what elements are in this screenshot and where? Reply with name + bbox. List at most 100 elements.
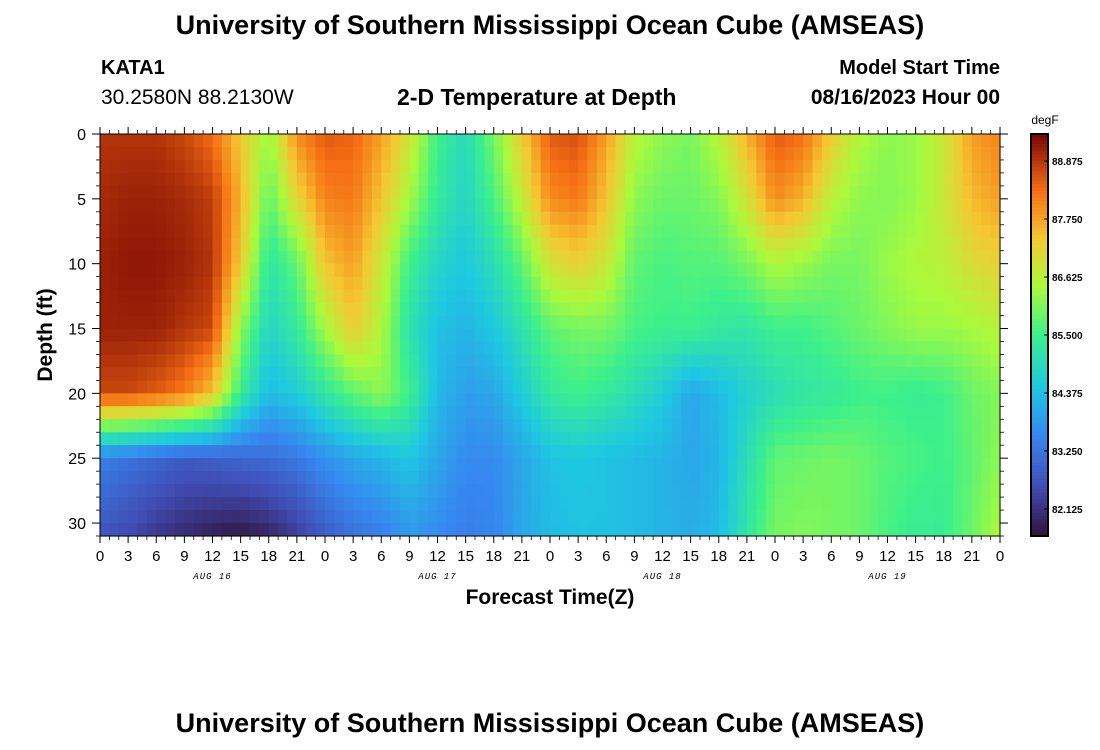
heatmap-cell bbox=[221, 432, 232, 446]
heatmap-cell bbox=[953, 419, 964, 433]
heatmap-cell bbox=[840, 328, 851, 343]
heatmap-cell bbox=[793, 198, 804, 213]
heatmap-cell bbox=[643, 250, 654, 265]
heatmap-cell bbox=[746, 198, 757, 213]
colorbar-tick-label: 87.750 bbox=[1052, 215, 1083, 226]
heatmap-cell bbox=[400, 211, 410, 226]
heatmap-cell bbox=[278, 159, 289, 174]
heatmap-cell bbox=[390, 497, 401, 511]
heatmap-cell bbox=[521, 302, 532, 317]
heatmap-cell bbox=[418, 523, 429, 537]
heatmap-cell bbox=[906, 380, 917, 394]
heatmap-cell bbox=[484, 445, 495, 459]
heatmap-cell bbox=[728, 432, 739, 446]
heatmap-cell bbox=[746, 224, 757, 239]
heatmap-cell bbox=[746, 419, 757, 433]
heatmap-cell bbox=[231, 276, 242, 291]
heatmap-cell bbox=[521, 237, 532, 252]
heatmap-cell bbox=[306, 393, 317, 407]
heatmap-cell bbox=[437, 250, 448, 265]
heatmap-cell bbox=[184, 172, 195, 187]
heatmap-cell bbox=[128, 315, 139, 330]
heatmap-cell bbox=[906, 510, 917, 524]
heatmap-cell bbox=[868, 172, 879, 187]
heatmap-cell bbox=[212, 354, 223, 369]
heatmap-cell bbox=[306, 276, 317, 291]
heatmap-cell bbox=[128, 497, 139, 511]
heatmap-cell bbox=[128, 289, 139, 304]
heatmap-cell bbox=[428, 445, 439, 459]
heatmap-cell bbox=[250, 354, 260, 369]
heatmap-cell bbox=[465, 146, 476, 161]
heatmap-cell bbox=[887, 419, 898, 433]
heatmap-cell bbox=[953, 445, 964, 459]
heatmap-cell bbox=[381, 445, 392, 459]
heatmap-cell bbox=[765, 276, 776, 291]
heatmap-cell bbox=[971, 315, 982, 330]
heatmap-cell bbox=[700, 172, 710, 187]
heatmap-cell bbox=[765, 445, 776, 459]
heatmap-cell bbox=[250, 380, 260, 394]
heatmap-cell bbox=[259, 341, 270, 356]
heatmap-cell bbox=[803, 432, 814, 446]
heatmap-cell bbox=[971, 419, 982, 433]
heatmap-cell bbox=[662, 354, 673, 369]
heatmap-cell bbox=[146, 367, 157, 381]
heatmap-cell bbox=[540, 497, 551, 511]
heatmap-cell bbox=[109, 458, 120, 472]
heatmap-cell bbox=[221, 380, 232, 394]
colorbar-segment bbox=[1031, 525, 1048, 530]
heatmap-cell bbox=[475, 380, 485, 394]
y-tick-label: 0 bbox=[77, 127, 86, 144]
heatmap-cell bbox=[662, 134, 673, 148]
heatmap-cell bbox=[587, 289, 598, 304]
heatmap-cell bbox=[615, 341, 626, 356]
heatmap-cell bbox=[821, 354, 832, 369]
heatmap-cell bbox=[446, 276, 457, 291]
heatmap-cell bbox=[878, 315, 889, 330]
heatmap-cell bbox=[100, 432, 110, 446]
heatmap-cell bbox=[962, 328, 973, 343]
heatmap-cell bbox=[268, 484, 279, 498]
heatmap-cell bbox=[212, 471, 223, 485]
heatmap-cell bbox=[315, 406, 326, 420]
heatmap-cell bbox=[878, 458, 889, 472]
heatmap-cell bbox=[306, 328, 317, 343]
heatmap-cell bbox=[578, 510, 589, 524]
heatmap-cell bbox=[925, 134, 935, 148]
heatmap-cell bbox=[325, 237, 335, 252]
heatmap-cell bbox=[512, 211, 523, 226]
heatmap-cell bbox=[456, 471, 467, 485]
heatmap-cell bbox=[615, 484, 626, 498]
heatmap-cell bbox=[578, 445, 589, 459]
heatmap-cell bbox=[240, 302, 251, 317]
heatmap-cell bbox=[718, 289, 729, 304]
heatmap-cell bbox=[578, 237, 589, 252]
heatmap-cell bbox=[915, 445, 926, 459]
heatmap-cell bbox=[306, 510, 317, 524]
heatmap-cell bbox=[484, 510, 495, 524]
heatmap-cell bbox=[503, 263, 514, 278]
heatmap-cell bbox=[896, 523, 907, 537]
heatmap-cell bbox=[690, 159, 701, 174]
heatmap-cell bbox=[137, 354, 148, 369]
heatmap-cell bbox=[306, 471, 317, 485]
heatmap-cell bbox=[437, 289, 448, 304]
heatmap-cell bbox=[250, 510, 260, 524]
heatmap-cell bbox=[165, 224, 176, 239]
heatmap-cell bbox=[221, 406, 232, 420]
heatmap-cell bbox=[531, 471, 542, 485]
heatmap-cell bbox=[746, 406, 757, 420]
heatmap-cell bbox=[953, 185, 964, 200]
heatmap-cell bbox=[859, 146, 870, 161]
heatmap-cell bbox=[156, 172, 167, 187]
heatmap-cell bbox=[681, 198, 692, 213]
heatmap-cell bbox=[221, 523, 232, 537]
date-label: AUG 16 bbox=[192, 572, 231, 582]
heatmap-cell bbox=[859, 354, 870, 369]
heatmap-cell bbox=[409, 198, 420, 213]
heatmap-cell bbox=[596, 523, 607, 537]
heatmap-cell bbox=[259, 211, 270, 226]
heatmap-cell bbox=[193, 250, 204, 265]
heatmap-cell bbox=[203, 159, 214, 174]
